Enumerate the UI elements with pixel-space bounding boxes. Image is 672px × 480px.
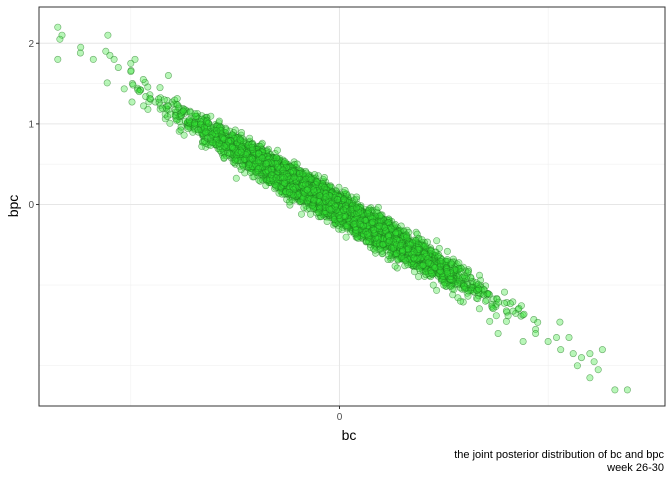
data-point xyxy=(120,85,128,93)
data-point xyxy=(215,117,223,125)
data-point xyxy=(342,233,350,241)
data-point xyxy=(320,174,328,182)
data-point xyxy=(144,83,152,91)
data-point xyxy=(232,174,240,182)
data-point xyxy=(164,102,172,110)
data-point xyxy=(520,310,528,318)
data-point xyxy=(374,203,382,211)
data-point xyxy=(556,318,564,326)
data-point xyxy=(177,126,185,134)
data-point xyxy=(455,259,463,267)
data-point xyxy=(489,305,497,313)
data-point xyxy=(443,247,451,255)
data-point xyxy=(158,104,166,112)
data-point xyxy=(173,95,181,103)
data-point xyxy=(433,237,441,245)
data-point xyxy=(184,125,192,133)
data-point xyxy=(475,305,483,313)
data-point xyxy=(297,210,305,218)
data-point xyxy=(385,252,393,260)
data-points xyxy=(54,23,631,394)
data-point xyxy=(76,49,84,57)
data-point xyxy=(129,81,137,89)
data-point xyxy=(492,312,500,320)
data-point xyxy=(534,318,542,326)
data-point xyxy=(140,102,148,110)
data-point xyxy=(103,79,111,87)
data-point xyxy=(323,218,331,226)
data-point xyxy=(166,119,174,127)
data-point xyxy=(128,98,136,106)
data-point xyxy=(273,146,281,154)
data-point xyxy=(413,230,421,238)
data-point xyxy=(429,281,437,289)
data-point xyxy=(293,160,301,168)
